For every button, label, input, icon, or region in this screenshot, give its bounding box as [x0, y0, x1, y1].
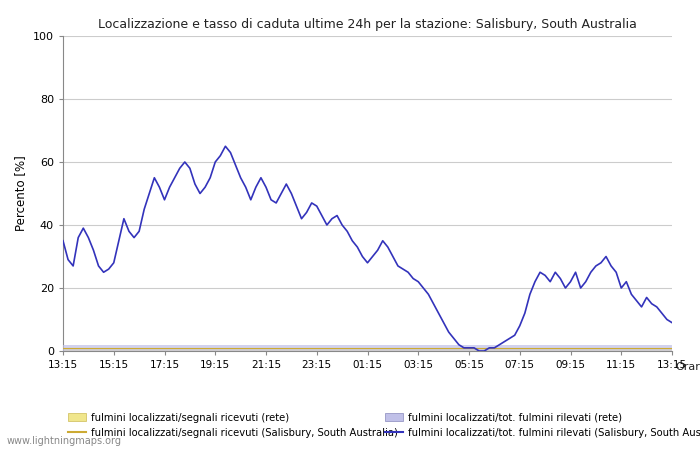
Title: Localizzazione e tasso di caduta ultime 24h per la stazione: Salisbury, South Au: Localizzazione e tasso di caduta ultime … — [98, 18, 637, 31]
Text: www.lightningmaps.org: www.lightningmaps.org — [7, 436, 122, 446]
Text: Orario: Orario — [676, 362, 700, 372]
Y-axis label: Percento [%]: Percento [%] — [15, 156, 27, 231]
Legend: fulmini localizzati/tot. fulmini rilevati (rete), fulmini localizzati/tot. fulmi: fulmini localizzati/tot. fulmini rilevat… — [385, 413, 700, 438]
